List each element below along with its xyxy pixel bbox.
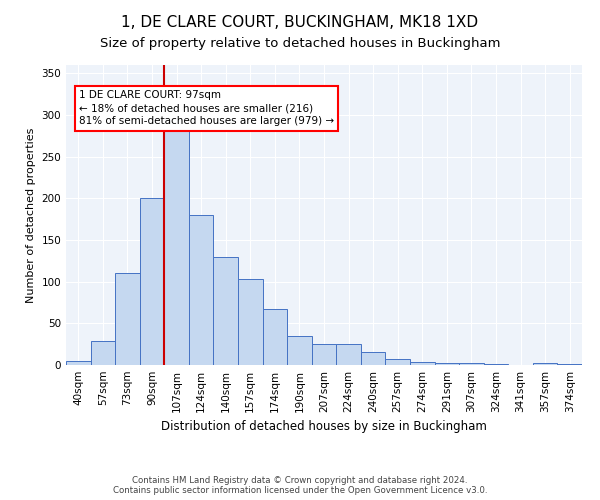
- Y-axis label: Number of detached properties: Number of detached properties: [26, 128, 36, 302]
- Bar: [214, 256, 238, 365]
- X-axis label: Distribution of detached houses by size in Buckingham: Distribution of detached houses by size …: [161, 420, 487, 434]
- Bar: [312, 344, 336, 365]
- Bar: [164, 121, 189, 365]
- Bar: [91, 341, 115, 365]
- Bar: [263, 309, 287, 365]
- Bar: [410, 362, 434, 365]
- Bar: [361, 352, 385, 365]
- Bar: [385, 359, 410, 365]
- Bar: [557, 364, 582, 365]
- Bar: [238, 279, 263, 365]
- Bar: [287, 336, 312, 365]
- Bar: [533, 364, 557, 365]
- Bar: [336, 344, 361, 365]
- Bar: [66, 361, 91, 365]
- Bar: [140, 198, 164, 365]
- Bar: [459, 362, 484, 365]
- Bar: [484, 364, 508, 365]
- Bar: [434, 362, 459, 365]
- Text: 1, DE CLARE COURT, BUCKINGHAM, MK18 1XD: 1, DE CLARE COURT, BUCKINGHAM, MK18 1XD: [121, 15, 479, 30]
- Bar: [189, 215, 214, 365]
- Text: Size of property relative to detached houses in Buckingham: Size of property relative to detached ho…: [100, 38, 500, 51]
- Bar: [115, 274, 140, 365]
- Text: Contains HM Land Registry data © Crown copyright and database right 2024.
Contai: Contains HM Land Registry data © Crown c…: [113, 476, 487, 495]
- Text: 1 DE CLARE COURT: 97sqm
← 18% of detached houses are smaller (216)
81% of semi-d: 1 DE CLARE COURT: 97sqm ← 18% of detache…: [79, 90, 334, 126]
